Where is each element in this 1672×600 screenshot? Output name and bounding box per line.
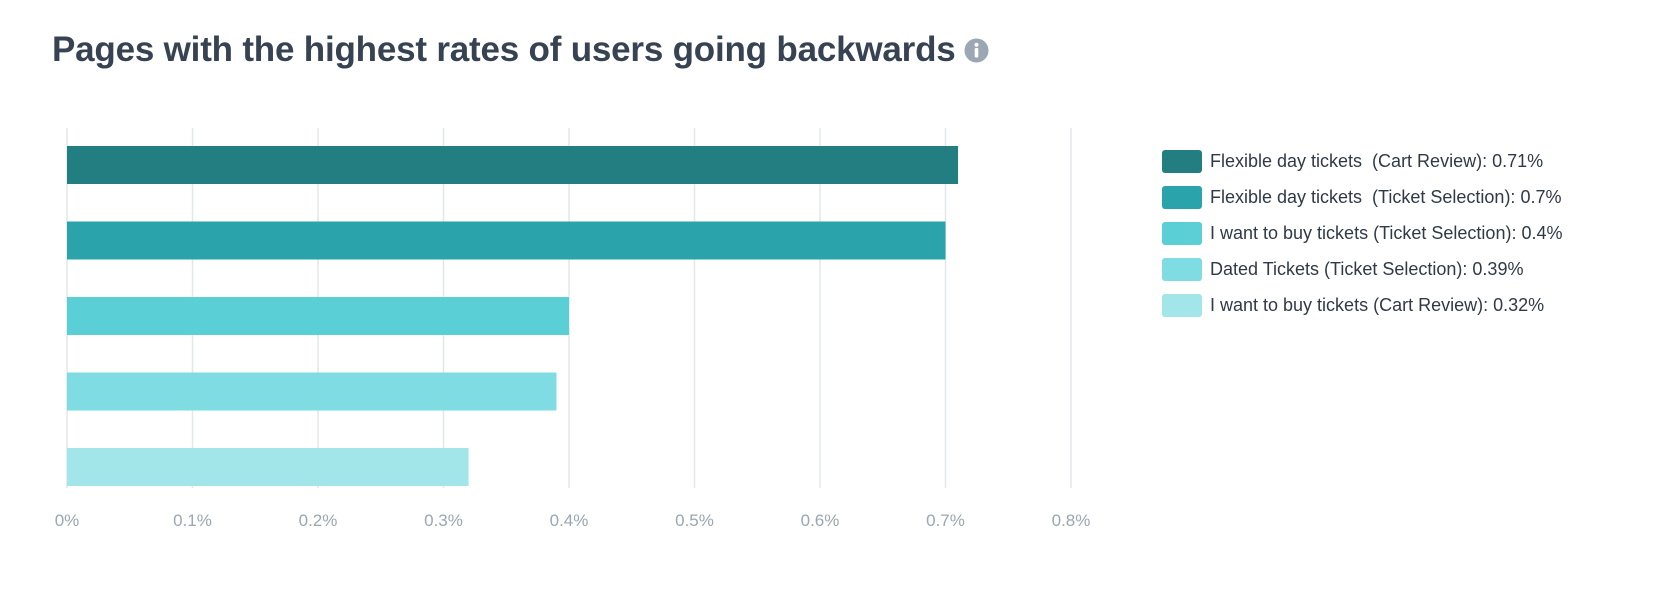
legend-swatch	[1162, 221, 1202, 245]
bar[interactable]: Flexible day tickets (Cart Review)	[67, 146, 959, 184]
legend-swatch	[1162, 185, 1202, 209]
legend-label: I want to buy tickets (Cart Review): 0.3…	[1210, 294, 1545, 315]
legend-swatch	[1162, 257, 1202, 281]
x-axis-ticks: 0% 0.1% 0.2% 0.3% 0.4% 0.5% 0.6% 0.7% 0.8%	[55, 511, 1091, 530]
legend-label: Flexible day tickets (Ticket Selection):…	[1210, 186, 1562, 207]
x-tick-label: 0.3%	[424, 511, 463, 530]
legend-item[interactable]: Flexible day tickets (Ticket Selection):…	[1162, 185, 1562, 209]
legend-label: Flexible day tickets (Cart Review): 0.71…	[1210, 150, 1544, 171]
legend-item[interactable]: I want to buy tickets (Cart Review): 0.3…	[1162, 293, 1562, 317]
x-tick-label: 0.8%	[1052, 511, 1091, 530]
legend-swatch	[1162, 149, 1202, 173]
chart-legend: Flexible day tickets (Cart Review): 0.71…	[1162, 149, 1562, 329]
x-tick-label: 0.2%	[299, 511, 338, 530]
x-tick-label: 0.4%	[550, 511, 589, 530]
info-icon[interactable]	[964, 38, 989, 63]
legend-item[interactable]: I want to buy tickets (Ticket Selection)…	[1162, 221, 1562, 245]
bar[interactable]: I want to buy tickets (Ticket Selection)	[67, 297, 569, 335]
bars: Flexible day tickets (Cart Review) Flexib…	[67, 146, 959, 486]
legend-swatch	[1162, 293, 1202, 317]
bar[interactable]: I want to buy tickets (Cart Review)	[67, 448, 469, 486]
legend-item[interactable]: Flexible day tickets (Cart Review): 0.71…	[1162, 149, 1562, 173]
chart-title: Pages with the highest rates of users go…	[52, 30, 956, 69]
bar[interactable]: Flexible day tickets (Ticket Selection)	[67, 221, 946, 260]
x-tick-label: 0.1%	[173, 511, 212, 530]
x-tick-label: 0.6%	[801, 511, 840, 530]
x-tick-label: 0.7%	[926, 511, 965, 530]
legend-item[interactable]: Dated Tickets (Ticket Selection): 0.39%	[1162, 257, 1562, 281]
x-tick-label: 0%	[55, 511, 80, 530]
legend-label: I want to buy tickets (Ticket Selection)…	[1210, 222, 1563, 243]
chart-header: Pages with the highest rates of users go…	[52, 30, 989, 70]
legend-label: Dated Tickets (Ticket Selection): 0.39%	[1210, 258, 1524, 279]
bar[interactable]: Dated Tickets (Ticket Selection)	[67, 372, 557, 411]
x-tick-label: 0.5%	[675, 511, 714, 530]
